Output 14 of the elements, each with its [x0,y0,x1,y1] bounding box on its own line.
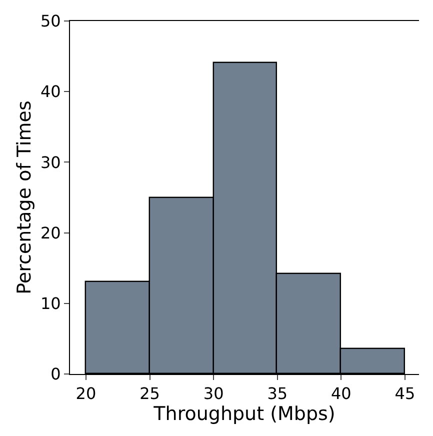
x-tick-label: 20 [76,384,96,404]
x-tick-label: 40 [330,384,352,404]
y-tick-label: 50 [40,12,61,31]
x-tick-label: 35 [267,384,288,404]
x-tick-label: 30 [203,384,224,404]
y-tick-label: 20 [40,223,61,242]
y-tick-label: 0 [50,364,61,384]
y-tick-label: 40 [40,82,61,102]
y-tick-label: 30 [40,152,61,172]
x-axis-title: Throughput (Mbps) [152,403,336,426]
y-tick-label: 10 [40,294,61,313]
y-axis-title: Percentage of Times [13,100,36,294]
x-tick-label: 25 [140,384,160,404]
x-tick-label: 45 [394,384,416,404]
